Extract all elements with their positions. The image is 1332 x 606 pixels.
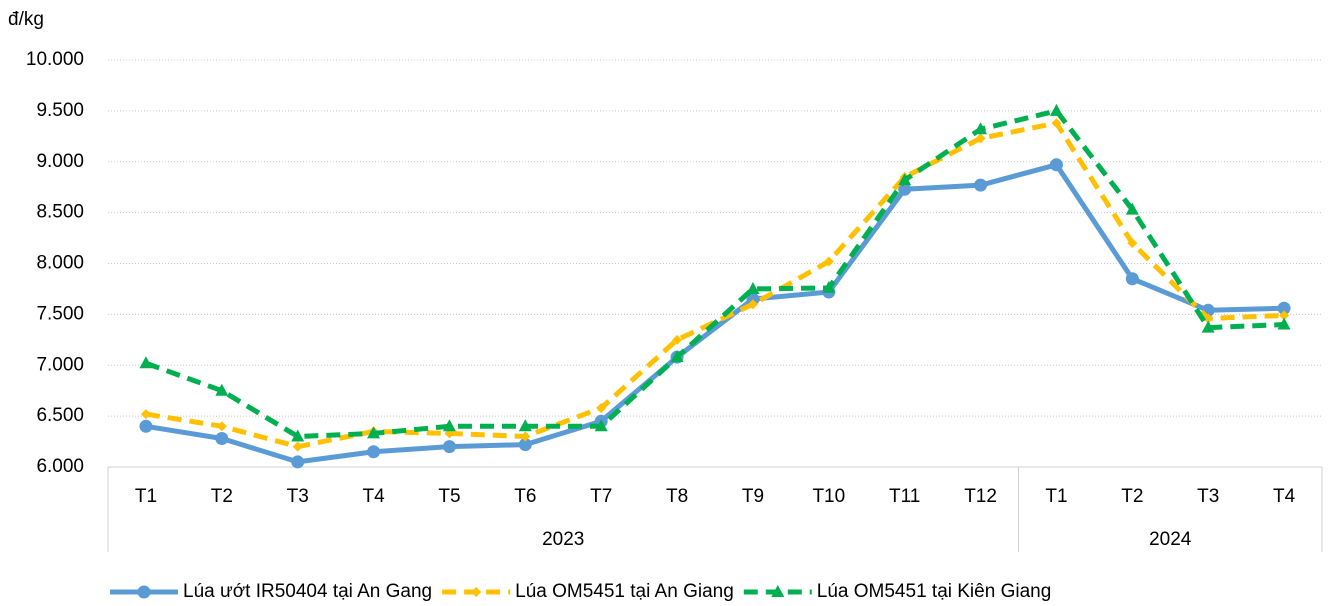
x-tick-label: T5 (438, 486, 460, 507)
legend-label: Lúa ướt IR50404 tại An Gang (183, 581, 432, 602)
data-point (140, 409, 151, 420)
group-label: 2024 (1149, 529, 1192, 550)
group-label: 2023 (542, 529, 584, 550)
data-point (898, 173, 912, 186)
legend-marker (137, 585, 151, 599)
y-tick-label: 8.000 (36, 253, 84, 274)
x-tick-label: T7 (590, 486, 612, 507)
data-point (747, 299, 758, 310)
data-point (670, 350, 684, 363)
x-tick-label: T3 (287, 486, 309, 507)
data-point (291, 455, 305, 469)
legend-marker (771, 585, 785, 597)
x-tick-label: T6 (514, 486, 536, 507)
data-point (139, 419, 153, 433)
data-point (216, 421, 227, 432)
x-tick-label: T8 (666, 486, 688, 507)
y-tick-label: 10.000 (26, 49, 84, 70)
data-point (823, 256, 834, 267)
data-point (1203, 313, 1214, 324)
series-line (145, 120, 1285, 450)
data-point (596, 402, 607, 413)
x-tick-label: T1 (1045, 486, 1067, 507)
series-line (145, 162, 1285, 465)
data-point (746, 292, 760, 306)
data-point (518, 419, 532, 432)
x-tick-label: T2 (1121, 486, 1143, 507)
data-point (292, 441, 303, 452)
data-point (215, 432, 229, 446)
x-tick-label: T11 (889, 486, 920, 507)
data-point (1125, 202, 1139, 215)
x-tick-label: T10 (812, 486, 845, 507)
data-point (975, 133, 986, 144)
x-tick-label: T12 (964, 486, 997, 507)
data-point (1277, 317, 1291, 330)
data-point (442, 419, 456, 432)
x-tick-label: T1 (135, 486, 157, 507)
data-point (291, 429, 305, 442)
y-tick-label: 6.500 (36, 405, 84, 426)
data-point (1051, 118, 1062, 129)
y-tick-label: 7.000 (36, 354, 84, 375)
data-point (518, 438, 532, 452)
data-point (442, 440, 456, 454)
x-tick-label: T4 (1273, 486, 1296, 507)
y-tick-label: 9.000 (36, 151, 84, 172)
data-point (139, 356, 153, 369)
data-point (1049, 158, 1063, 172)
x-tick-label: T3 (1197, 486, 1219, 507)
data-point (1201, 320, 1215, 333)
x-tick-label: T4 (362, 486, 385, 507)
data-point (594, 419, 608, 432)
x-tick-label: T2 (211, 486, 233, 507)
data-point (1127, 238, 1138, 249)
data-point (1277, 301, 1291, 315)
data-point (367, 426, 381, 439)
data-point (974, 178, 988, 192)
y-tick-label: 8.500 (36, 202, 84, 223)
y-unit: đ/kg (8, 9, 44, 30)
x-tick-label: T9 (742, 486, 764, 507)
data-point (1049, 103, 1063, 116)
data-point (1279, 310, 1290, 321)
y-tick-label: 6.000 (36, 456, 84, 477)
data-point (215, 383, 229, 396)
series-line (145, 108, 1285, 439)
data-point (974, 122, 988, 135)
data-point (520, 431, 531, 442)
y-tick-label: 7.500 (36, 303, 84, 324)
data-point (367, 445, 381, 459)
y-tick-label: 9.500 (36, 100, 84, 121)
data-point (898, 182, 912, 196)
legend-marker (471, 587, 482, 597)
data-point (746, 281, 760, 294)
legend-label: Lúa OM5451 tại Kiên Giang (817, 581, 1052, 602)
data-point (822, 280, 836, 293)
data-point (1125, 272, 1139, 286)
data-point (672, 334, 683, 345)
legend-label: Lúa OM5451 tại An Giang (515, 581, 734, 602)
